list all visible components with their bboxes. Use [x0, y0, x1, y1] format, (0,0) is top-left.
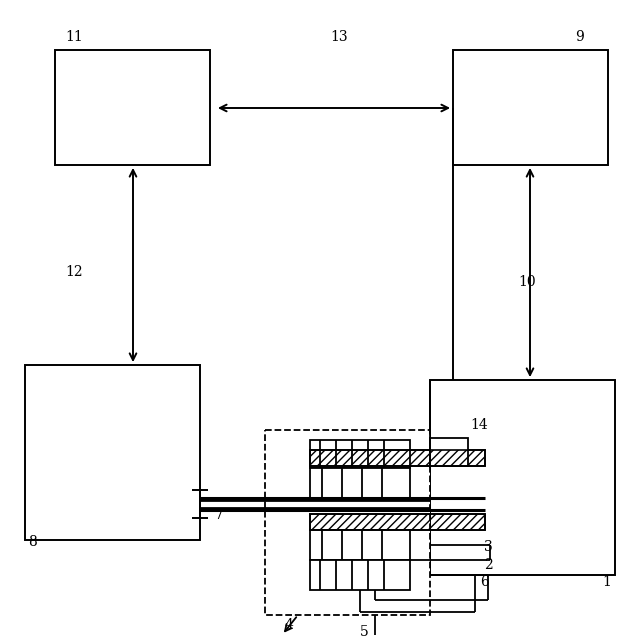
Text: 6: 6	[480, 575, 488, 589]
Text: 2: 2	[484, 558, 493, 572]
Bar	[430, 380, 615, 575]
Text: 8: 8	[28, 535, 37, 549]
Bar	[310, 468, 410, 498]
Text: 5: 5	[360, 625, 369, 639]
Bar	[310, 514, 485, 530]
Bar	[310, 450, 485, 466]
Bar	[453, 50, 608, 165]
Text: 10: 10	[518, 275, 536, 289]
Text: 3: 3	[484, 540, 493, 554]
Text: 14: 14	[470, 418, 488, 432]
Text: 4: 4	[285, 618, 294, 632]
Bar	[310, 514, 485, 530]
Bar	[310, 530, 410, 560]
Bar	[25, 365, 200, 540]
Bar	[430, 438, 468, 466]
Bar	[310, 450, 485, 466]
Text: 11: 11	[65, 30, 83, 44]
Text: 7: 7	[215, 508, 224, 522]
Text: 9: 9	[575, 30, 584, 44]
Text: 13: 13	[330, 30, 348, 44]
Text: 12: 12	[65, 265, 83, 279]
Bar	[310, 440, 410, 468]
Bar	[265, 430, 430, 615]
Text: 1: 1	[602, 575, 611, 589]
Bar	[310, 560, 410, 590]
Bar	[55, 50, 210, 165]
